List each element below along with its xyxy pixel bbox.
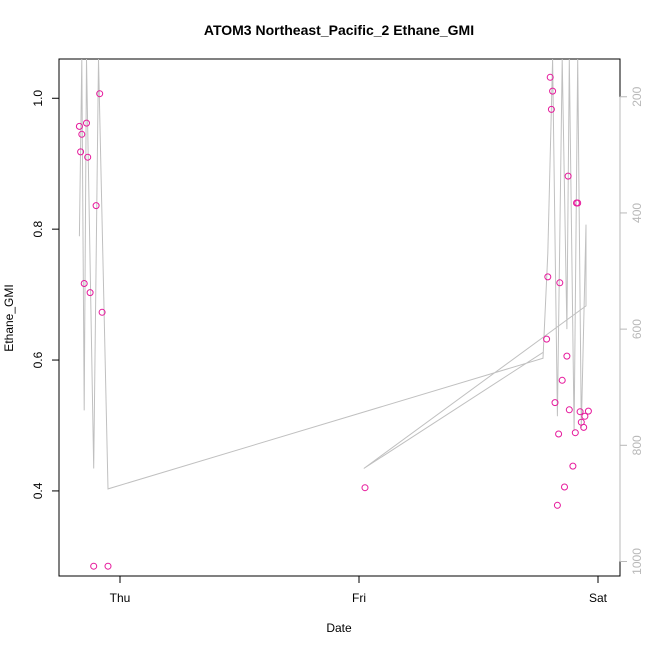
chart-title: ATOM3 Northeast_Pacific_2 Ethane_GMI xyxy=(204,22,474,38)
y-tick-label: 1.0 xyxy=(31,90,45,107)
data-point xyxy=(96,90,104,98)
y-axis-label: Ethane_GMI xyxy=(2,284,16,351)
data-point xyxy=(546,73,554,81)
data-point xyxy=(361,484,369,492)
data-point xyxy=(547,105,555,113)
data-point xyxy=(569,462,577,470)
data-point xyxy=(98,308,106,316)
x-tick-label: Fri xyxy=(352,591,366,605)
y2-tick-label: 800 xyxy=(630,435,644,455)
data-point xyxy=(581,412,589,420)
data-point xyxy=(104,562,112,570)
data-point xyxy=(576,408,584,416)
data-point xyxy=(580,423,588,431)
data-point xyxy=(563,352,571,360)
data-point xyxy=(83,119,90,127)
data-point xyxy=(86,289,94,297)
pressure-line-layer xyxy=(78,58,587,490)
y-tick-label: 0.6 xyxy=(31,351,45,368)
y-axis: 0.4 0.6 0.8 1.0 xyxy=(31,90,60,499)
y2-tick-label: 600 xyxy=(630,319,644,339)
pressure-series-line xyxy=(78,58,587,490)
y-tick-label: 0.8 xyxy=(31,220,45,237)
secondary-y-axis: 200 400 600 800 1000 xyxy=(619,86,644,575)
data-point xyxy=(549,87,557,95)
data-point xyxy=(90,562,98,570)
y2-tick-label: 400 xyxy=(630,203,644,223)
x-axis: Thu Fri Sat xyxy=(110,575,608,605)
data-point xyxy=(558,376,566,384)
data-point xyxy=(77,148,85,156)
data-point xyxy=(543,335,551,343)
data-point xyxy=(564,172,572,180)
x-tick-label: Sat xyxy=(589,591,608,605)
x-axis-label: Date xyxy=(326,621,352,635)
y2-tick-label: 200 xyxy=(630,86,644,106)
data-point xyxy=(78,130,86,138)
data-point xyxy=(565,406,573,414)
data-point xyxy=(553,501,561,509)
data-point xyxy=(556,279,564,287)
data-point xyxy=(75,122,83,130)
data-point xyxy=(551,399,559,407)
data-point xyxy=(584,407,592,415)
data-point xyxy=(84,153,92,161)
data-point xyxy=(571,429,579,437)
data-point xyxy=(555,430,563,438)
data-point xyxy=(80,280,88,287)
data-point xyxy=(92,202,100,210)
y-tick-label: 0.4 xyxy=(31,482,45,499)
y2-tick-label: 1000 xyxy=(630,548,644,575)
data-point xyxy=(574,199,582,207)
data-point xyxy=(561,483,568,491)
data-point xyxy=(544,273,552,281)
x-tick-label: Thu xyxy=(110,591,131,605)
scatter-points-layer xyxy=(75,73,592,570)
plot-frame xyxy=(58,58,621,577)
